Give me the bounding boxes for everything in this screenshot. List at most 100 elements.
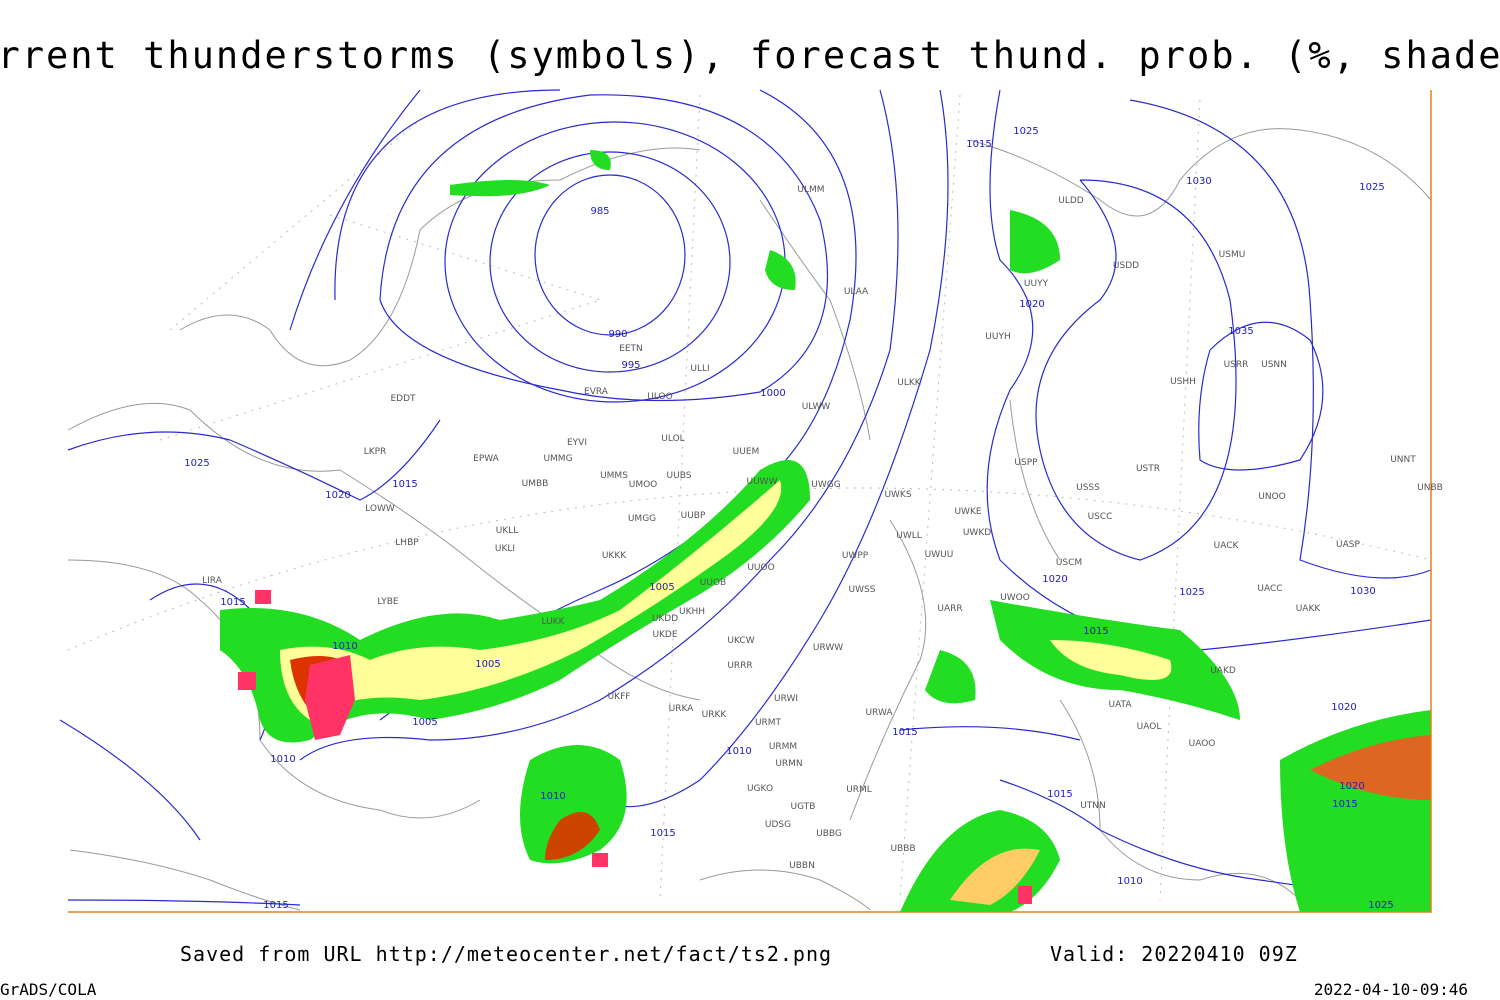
station-code: UKFF	[608, 692, 631, 702]
station-code: USPP	[1014, 458, 1038, 468]
station-code: URMT	[755, 718, 782, 728]
station-code: UUBS	[667, 471, 692, 481]
station-code: EPWA	[473, 454, 500, 464]
station-code: URKA	[669, 704, 695, 714]
station-code: URML	[846, 785, 872, 795]
source-url: Saved from URL http://meteocenter.net/fa…	[180, 942, 832, 966]
station-code: UUYH	[985, 332, 1010, 342]
station-code: UKDD	[652, 614, 678, 624]
isobar-label: 1030	[1350, 586, 1375, 597]
station-code: UWLL	[896, 531, 922, 541]
station-code: LKPR	[364, 447, 387, 457]
station-code: LHBP	[395, 538, 419, 548]
isobar-label: 1015	[1083, 626, 1108, 637]
station-code: UMOO	[629, 480, 658, 490]
isobar-label: 1015	[392, 479, 417, 490]
isobar-label: 1025	[1013, 126, 1038, 137]
station-code: UUWW	[747, 477, 778, 487]
isobar-label: 1015	[263, 900, 288, 911]
station-code: USMU	[1219, 250, 1246, 260]
isobar-label: 1015	[650, 828, 675, 839]
valid-time: Valid: 20220410 09Z	[1050, 942, 1298, 966]
station-code: USCM	[1056, 558, 1082, 568]
timestamp: 2022-04-10-09:46	[1314, 980, 1468, 999]
isobar-label: 1000	[760, 388, 785, 399]
isobar-label: 1035	[1228, 326, 1253, 337]
thunderstorm-probability-shading	[220, 150, 1431, 912]
station-code: USTR	[1136, 464, 1160, 474]
station-code: UNOO	[1258, 492, 1286, 502]
station-code: USCC	[1088, 512, 1113, 522]
station-code: UNNT	[1390, 455, 1416, 465]
station-code: UBBG	[816, 829, 842, 839]
station-code: URMM	[769, 742, 797, 752]
isobar-label: 1025	[1359, 182, 1384, 193]
station-code: EETN	[619, 344, 643, 354]
station-code: ULLI	[690, 364, 709, 374]
station-code: ULKK	[897, 378, 922, 388]
isobar-label: 1010	[332, 641, 357, 652]
station-code: URMN	[775, 759, 802, 769]
isobar-label: 1010	[270, 754, 295, 765]
station-code: UUOB	[700, 578, 726, 588]
station-code: UKLL	[496, 526, 519, 536]
station-code: UAKK	[1296, 604, 1322, 614]
station-code: UKHH	[679, 607, 705, 617]
station-code: UKKK	[602, 551, 627, 561]
isobars	[59, 89, 1432, 906]
station-code: EYVI	[567, 438, 587, 448]
station-code: ULWW	[802, 402, 831, 412]
station-code: USDD	[1113, 261, 1139, 271]
station-code: UATA	[1108, 700, 1132, 710]
station-code: UWOO	[1000, 593, 1030, 603]
isobar-label: 1020	[1339, 781, 1364, 792]
station-code: UWUU	[925, 550, 954, 560]
map	[59, 89, 1432, 913]
station-code: LUKK	[542, 617, 566, 627]
station-code: UWGG	[811, 480, 840, 490]
station-code: USNN	[1261, 360, 1287, 370]
station-code: ULAA	[844, 287, 869, 297]
isobar-label: 1030	[1186, 176, 1211, 187]
isobar-label: 1020	[1042, 574, 1067, 585]
station-code: URKK	[702, 710, 728, 720]
station-code: LIRA	[202, 576, 223, 586]
isobar-label: 1015	[1332, 799, 1357, 810]
isobar-label: 1010	[726, 746, 751, 757]
isobar-label: 1015	[220, 597, 245, 608]
station-code: UUOO	[747, 563, 774, 573]
station-code: URRR	[727, 661, 752, 671]
station-code: UWKD	[963, 528, 991, 538]
station-code: EVRA	[584, 387, 609, 397]
station-code: UWPP	[842, 551, 869, 561]
station-code: UMMS	[600, 471, 628, 481]
station-code: UUEM	[733, 447, 760, 457]
station-code: EDDT	[390, 394, 416, 404]
isobar-label: 990	[608, 329, 627, 340]
station-code: UKCW	[727, 636, 754, 646]
station-code: UMBB	[522, 479, 549, 489]
station-code: LOWW	[365, 504, 395, 514]
station-code: URWW	[813, 643, 843, 653]
station-code: UKDE	[652, 630, 677, 640]
isobar-label: 1025	[184, 458, 209, 469]
isobar-label: 1015	[966, 139, 991, 150]
station-code: USRR	[1224, 360, 1249, 370]
isobar-label: 1010	[540, 791, 565, 802]
isobar-label: 1005	[649, 582, 674, 593]
software: GrADS/COLA	[0, 980, 97, 999]
station-code: UGTB	[791, 802, 816, 812]
isobar-label: 1005	[475, 659, 500, 670]
station-code: UASP	[1336, 540, 1360, 550]
isobar-label: 985	[590, 206, 609, 217]
station-code: UACK	[1214, 541, 1240, 551]
station-code: ULOO	[647, 392, 672, 402]
station-code: URWA	[865, 708, 893, 718]
station-code: ULDD	[1058, 196, 1084, 206]
isobar-label: 1010	[1117, 876, 1142, 887]
station-code: UWKE	[954, 507, 981, 517]
station-code: UKLI	[495, 544, 515, 554]
station-code: UMMG	[543, 454, 572, 464]
station-code: UUYY	[1024, 279, 1049, 289]
